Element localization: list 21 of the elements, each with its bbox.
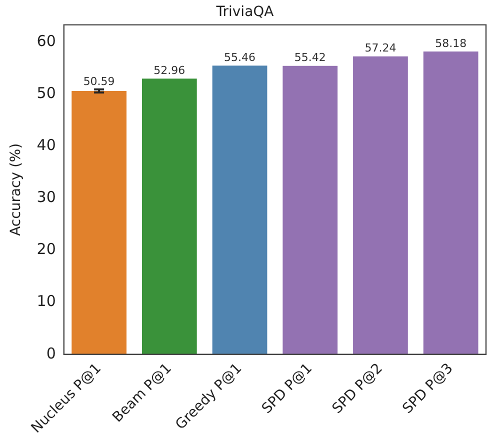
- y-tick-label: 60: [36, 32, 56, 50]
- data-label: 55.46: [224, 50, 256, 64]
- data-label: 58.18: [435, 36, 467, 50]
- y-axis-title: Accuracy (%): [8, 143, 24, 236]
- y-tick-label: 10: [36, 292, 56, 310]
- bar: [142, 78, 197, 354]
- bar: [423, 51, 478, 354]
- data-label: 57.24: [364, 42, 396, 55]
- data-label: 50.59: [83, 74, 115, 88]
- y-tick-label: 50: [36, 84, 56, 102]
- y-tick-label: 20: [36, 240, 56, 258]
- y-tick-label: 30: [36, 188, 56, 206]
- bar: [72, 90, 126, 354]
- data-label: 55.42: [294, 51, 326, 64]
- data-label: 52.96: [154, 64, 186, 77]
- y-tick-label: 40: [36, 136, 56, 154]
- bar: [353, 56, 408, 354]
- bar: [212, 66, 268, 354]
- bar: [282, 66, 338, 354]
- y-tick-label: 0: [46, 344, 56, 362]
- chart-title: TriviaQA: [215, 4, 274, 20]
